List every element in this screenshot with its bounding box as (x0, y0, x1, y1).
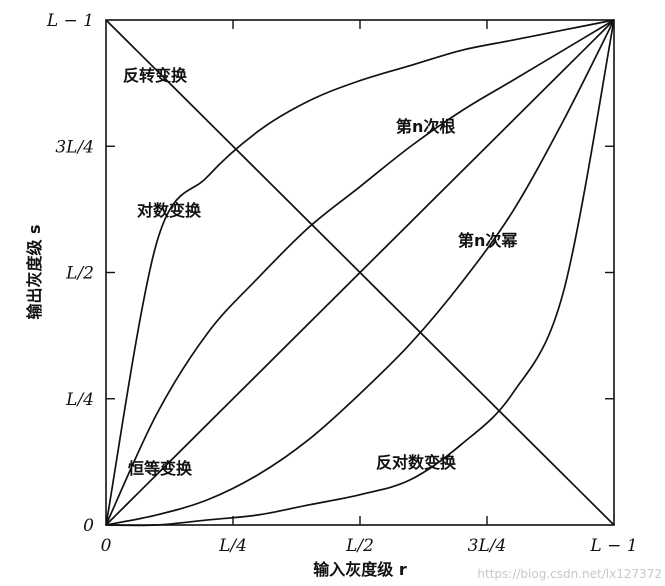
curve-nth-power (105, 19, 615, 526)
x-tick-label-l-1: L − 1 (589, 536, 637, 556)
tick-labels: 0 L/4 L/2 3L/4 L − 1 0 L/4 L/2 3L/4 L − 1 (46, 11, 638, 556)
curve-label-log: 对数变换 (137, 201, 202, 220)
curve-inverse-log (105, 19, 615, 527)
y-tick-label-l-4: L/4 (65, 390, 94, 410)
curve-identity (105, 19, 615, 526)
curve-log (105, 19, 615, 526)
curve-label-identity: 恒等变换 (128, 459, 193, 478)
y-tick-label-l-1: L − 1 (46, 11, 94, 31)
x-tick-label-0: 0 (101, 536, 112, 556)
curve-label-nth-root: 第n次根 (396, 117, 455, 136)
y-tick-label-3l-4: 3L/4 (55, 137, 94, 157)
y-tick-label-0: 0 (83, 516, 94, 536)
x-tick-label-l-2: L/2 (345, 536, 374, 556)
curve-label-nth-power: 第n次幂 (458, 231, 517, 250)
curve-label-negative: 反转变换 (123, 66, 188, 85)
curves (105, 19, 615, 527)
y-tick-label-l-2: L/2 (65, 264, 94, 284)
curve-nth-root (105, 19, 615, 526)
x-tick-label-l-4: L/4 (218, 536, 247, 556)
curve-label-inverse-log: 反对数变换 (376, 453, 457, 472)
watermark: https://blog.csdn.net/lx127372 (477, 567, 662, 581)
y-axis-title: 输出灰度级 s (25, 224, 44, 319)
x-tick-label-3l-4: 3L/4 (468, 536, 507, 556)
x-axis-title: 输入灰度级 r (313, 560, 407, 579)
